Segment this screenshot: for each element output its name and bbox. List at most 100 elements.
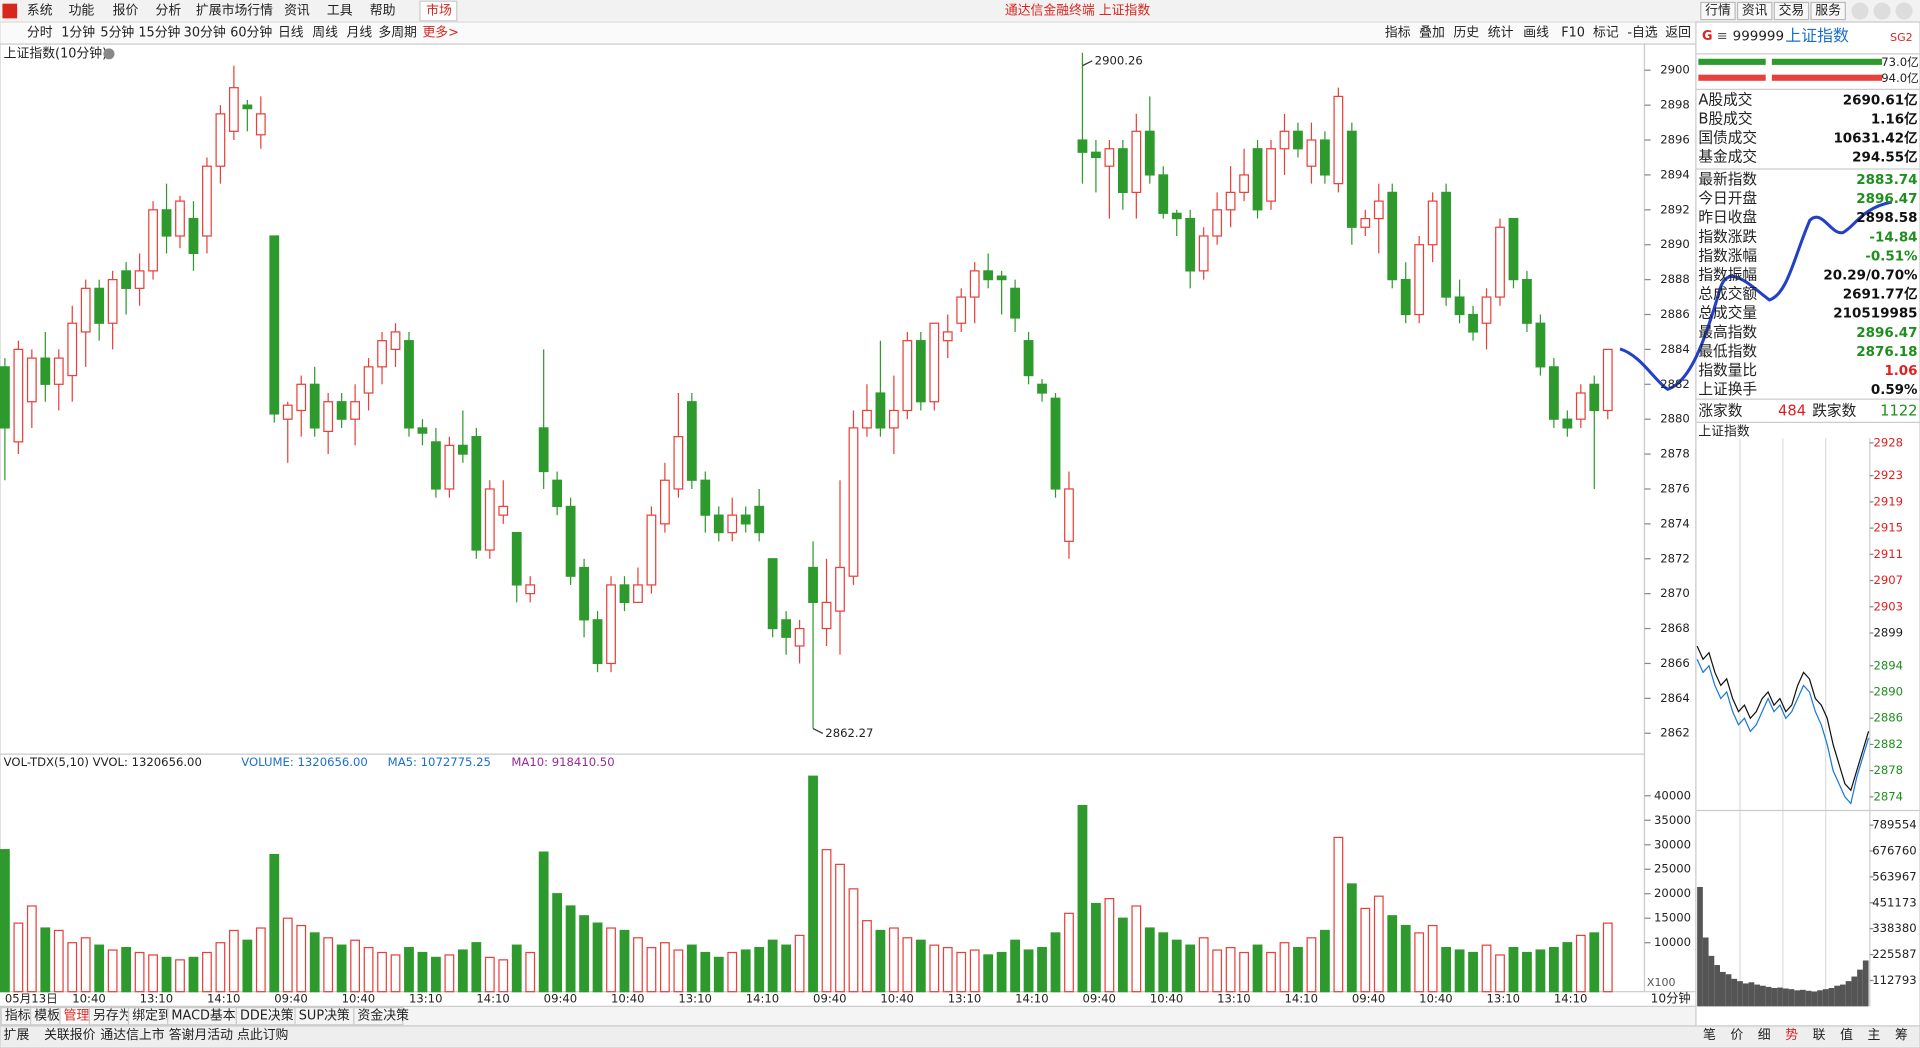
volume-bar: [1293, 946, 1303, 993]
top-button-label[interactable]: 资讯: [1742, 4, 1768, 19]
detail-tab[interactable]: 联: [1813, 1028, 1826, 1043]
period-button[interactable]: 多周期: [378, 26, 417, 41]
close[interactable]: [1895, 2, 1913, 20]
top-button[interactable]: [1773, 1, 1810, 21]
candle-body: [148, 209, 158, 272]
volume-bar: [606, 927, 616, 993]
bottom-tab-label[interactable]: MACD基本: [171, 1009, 235, 1024]
y-tick-label: 2870: [1660, 586, 1690, 600]
menu-item[interactable]: 资讯: [284, 4, 310, 19]
menu-item[interactable]: 工具: [327, 4, 353, 19]
period-button[interactable]: 月线: [347, 26, 373, 41]
bottom-tab-label[interactable]: 模板: [34, 1009, 60, 1024]
bottom-tab-label[interactable]: 资金决策: [358, 1008, 410, 1024]
candle-body: [1158, 174, 1169, 214]
bottom-tab-label[interactable]: 管理: [64, 1009, 90, 1024]
tool-button[interactable]: 标记: [1593, 26, 1619, 41]
period-button[interactable]: 日线: [278, 26, 304, 41]
candle-body: [431, 441, 441, 490]
volume-bar: [1427, 924, 1438, 993]
status-item[interactable]: 扩展: [4, 1028, 30, 1043]
detail-tab[interactable]: 值: [1840, 1027, 1853, 1043]
period-button[interactable]: 更多>: [422, 26, 458, 41]
tool-button[interactable]: 叠加: [1419, 26, 1445, 41]
candle-body: [53, 357, 64, 385]
up-label: 涨家数: [1698, 402, 1742, 419]
menu-item[interactable]: 报价: [113, 4, 139, 19]
bottom-tab-label[interactable]: 另存为: [93, 1009, 132, 1024]
bottom-tab-label[interactable]: DDE决策: [240, 1008, 294, 1024]
tool-button[interactable]: 指标: [1385, 26, 1411, 41]
candle-body: [1037, 383, 1047, 394]
volume-bar: [862, 920, 872, 993]
bottom-tab[interactable]: [353, 1006, 404, 1026]
status-item[interactable]: 通达信上市 答谢月活动 点此订购: [100, 1027, 288, 1043]
detail-tab[interactable]: 主: [1868, 1028, 1881, 1043]
detail-tab[interactable]: 势: [1785, 1027, 1798, 1043]
candle-body: [1064, 488, 1074, 542]
status-item[interactable]: 关联报价: [44, 1028, 96, 1043]
period-button[interactable]: 30分钟: [184, 25, 226, 41]
market-tab[interactable]: [419, 0, 458, 22]
top-button-label[interactable]: 服务: [1815, 3, 1841, 19]
volume-field: MA5: 1072775.25: [388, 755, 491, 769]
top-button-label[interactable]: 行情: [1705, 4, 1731, 19]
top-button-label[interactable]: 交易: [1779, 3, 1805, 19]
candle-body: [740, 514, 751, 525]
menu-item[interactable]: 系统: [27, 4, 53, 19]
tool-button[interactable]: 历史: [1453, 26, 1479, 41]
menu-item[interactable]: 扩展市场行情: [196, 3, 273, 19]
candle-body: [13, 348, 24, 443]
mini-volume-bar: [1840, 984, 1846, 1007]
menu-item[interactable]: 帮助: [370, 4, 396, 19]
quote-value: 1.06: [1884, 364, 1917, 379]
bottom-tab-label[interactable]: 绑定到: [132, 1009, 171, 1024]
detail-tab[interactable]: 价: [1730, 1028, 1743, 1043]
volume-bar: [1171, 939, 1182, 993]
period-button[interactable]: 分时: [27, 26, 53, 41]
tool-button[interactable]: F10: [1561, 26, 1585, 41]
top-button[interactable]: [1736, 1, 1773, 21]
menu-item[interactable]: 分析: [156, 4, 182, 19]
tool-button[interactable]: -自选: [1627, 26, 1657, 41]
x-tick-label: 10:40: [1419, 992, 1453, 1006]
maximize[interactable]: [1873, 2, 1891, 20]
detail-tab[interactable]: 笔: [1703, 1027, 1716, 1043]
candle-body: [1320, 139, 1330, 176]
detail-tab[interactable]: 细: [1758, 1028, 1771, 1043]
volume-bar: [175, 959, 185, 993]
mini-tick-label: 2923: [1873, 468, 1903, 482]
mini-tick-label: 2907: [1873, 573, 1903, 587]
candle-body: [1023, 340, 1034, 377]
top-button[interactable]: [1810, 1, 1846, 21]
top-button[interactable]: [1700, 1, 1736, 21]
minimize[interactable]: [1851, 2, 1869, 20]
menu-item[interactable]: 市场: [426, 3, 452, 19]
bottom-tab-label[interactable]: 指标: [5, 1009, 31, 1024]
period-button[interactable]: 周线: [312, 26, 338, 41]
mini-volume-bar: [1748, 982, 1755, 1007]
bottom-tab-label[interactable]: SUP决策: [299, 1008, 350, 1024]
candle-body: [202, 165, 212, 237]
tool-button[interactable]: 画线: [1523, 26, 1549, 41]
volume-bar: [67, 942, 78, 993]
period-button[interactable]: 60分钟: [230, 25, 272, 41]
tool-button[interactable]: 返回: [1665, 26, 1691, 41]
quote-label: 最新指数: [1698, 171, 1757, 188]
menu-item[interactable]: 功能: [69, 4, 95, 19]
period-button[interactable]: 1分钟: [61, 25, 95, 41]
x-tick-label: 09:40: [1082, 992, 1116, 1006]
period-button[interactable]: 5分钟: [100, 25, 134, 41]
chart-settings[interactable]: [103, 48, 115, 60]
detail-tab[interactable]: 筹: [1895, 1027, 1908, 1043]
volume-bar: [1454, 949, 1465, 993]
volume-bar: [552, 893, 563, 993]
period-button[interactable]: 15分钟: [138, 25, 180, 41]
mini-volume-bar: [1777, 987, 1783, 1007]
tool-button[interactable]: 统计: [1488, 26, 1514, 41]
candle-body: [161, 209, 172, 237]
volume-tick-label: 40000: [1654, 788, 1691, 802]
volume-bar: [1279, 942, 1290, 993]
volume-bar: [1387, 915, 1398, 993]
